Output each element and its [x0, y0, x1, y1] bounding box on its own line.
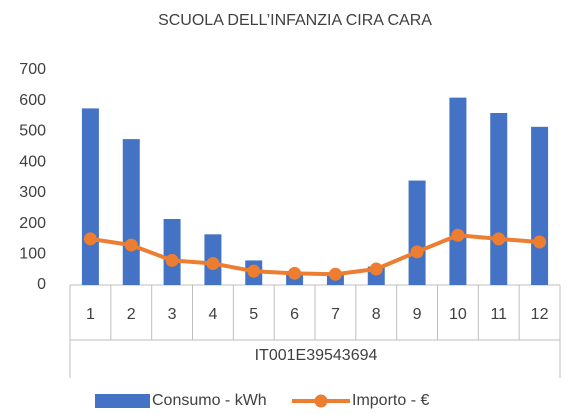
x-tick-label: 4: [208, 306, 217, 323]
x-tick-label: 8: [372, 306, 381, 323]
y-tick-label: 100: [19, 246, 46, 263]
marker: [410, 245, 424, 259]
marker: [369, 262, 383, 276]
legend-label: Consumo - kWh: [152, 392, 267, 409]
y-tick-label: 500: [19, 123, 46, 140]
group-label: IT001E39543694: [255, 347, 378, 364]
x-tick-label: 9: [413, 306, 422, 323]
x-tick-label: 1: [86, 306, 95, 323]
marker: [533, 235, 547, 249]
marker: [328, 267, 342, 281]
marker: [83, 232, 97, 246]
legend-swatch: [95, 394, 150, 408]
y-tick-label: 700: [19, 61, 46, 78]
line: [90, 233, 540, 277]
chart-title: SCUOLA DELL’INFANZIA CIRA CARA: [158, 12, 432, 29]
bar: [449, 97, 467, 286]
x-tick-label: 11: [490, 306, 507, 323]
legend-marker: [314, 394, 328, 408]
bar: [122, 139, 140, 285]
bar: [81, 108, 99, 286]
x-tick-label: 12: [531, 306, 549, 323]
x-tick-label: 7: [331, 306, 340, 323]
y-tick-label: 300: [19, 184, 46, 201]
marker: [247, 264, 261, 278]
bar: [408, 180, 426, 285]
y-tick-label: 400: [19, 153, 46, 170]
marker: [492, 232, 506, 246]
x-tick-label: 3: [168, 306, 177, 323]
y-tick-label: 0: [37, 276, 46, 293]
marker: [124, 238, 138, 252]
x-tick-label: 10: [449, 306, 467, 323]
y-tick-label: 600: [19, 92, 46, 109]
y-tick-label: 200: [19, 215, 46, 232]
marker: [206, 257, 220, 270]
bar: [531, 126, 549, 285]
x-tick-label: 6: [290, 306, 299, 323]
marker: [288, 266, 302, 280]
bar: [490, 113, 508, 285]
x-tick-label: 2: [127, 306, 136, 323]
legend-label: Importo - €: [352, 392, 429, 409]
bar: [163, 218, 181, 285]
x-tick-label: 5: [249, 306, 258, 323]
marker: [451, 228, 465, 242]
marker: [165, 253, 179, 267]
